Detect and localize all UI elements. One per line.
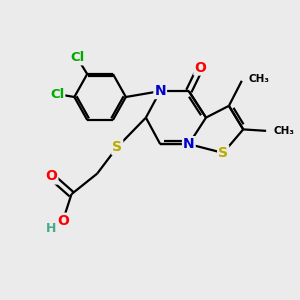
Text: O: O — [194, 61, 206, 75]
Text: N: N — [154, 84, 166, 98]
Text: O: O — [46, 169, 57, 184]
Text: Cl: Cl — [70, 51, 84, 64]
Text: N: N — [183, 137, 195, 151]
Text: S: S — [218, 146, 228, 160]
Text: CH₃: CH₃ — [273, 126, 294, 136]
Text: O: O — [57, 214, 69, 228]
Text: H: H — [46, 222, 56, 236]
Text: S: S — [112, 140, 122, 154]
Text: Cl: Cl — [50, 88, 64, 100]
Text: CH₃: CH₃ — [249, 74, 270, 84]
